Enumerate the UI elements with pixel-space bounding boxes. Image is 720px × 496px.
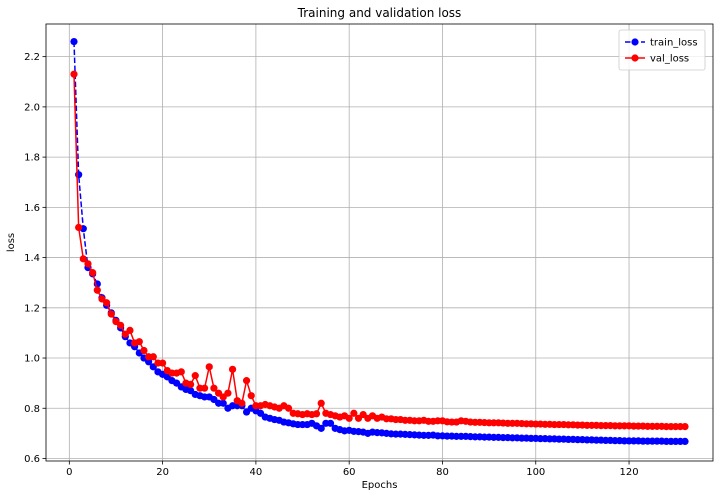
data-point-val_loss [350,409,358,417]
data-point-val_loss [75,223,83,232]
x-tick-label: 60 [343,467,356,478]
data-point-val_loss [107,310,115,318]
legend-entries: train_loss val_loss [625,38,698,65]
y-tick-label: 2.2 [24,52,40,63]
data-point-train_loss [681,437,689,446]
chart-title: Training and validation loss [297,6,462,20]
x-tick-label: 40 [250,467,263,478]
data-point-val_loss [247,392,255,400]
series-layer [70,37,689,446]
y-axis-label: loss [6,233,17,252]
data-point-val_loss [284,404,293,412]
legend-marker-train_loss [631,38,639,46]
legend-entry-train_loss: train_loss [625,38,698,49]
data-point-train_loss [219,399,227,407]
data-point-train_loss [70,37,78,46]
y-tick-label: 2.0 [24,102,40,113]
y-tick-label: 1.2 [24,303,40,314]
data-point-train_loss [75,171,83,179]
data-point-val_loss [177,368,185,376]
y-tick-label: 1.8 [24,153,40,164]
data-point-val_loss [89,269,97,277]
data-point-val_loss [84,260,92,268]
data-point-val_loss [345,414,353,422]
legend: train_loss val_loss [618,29,706,71]
series-line-train_loss [73,41,686,443]
grid [46,24,713,461]
data-point-val_loss [238,399,246,407]
y-tick-label: 0.6 [24,454,40,465]
data-point-val_loss [149,353,157,361]
data-point-val_loss [117,321,125,329]
data-point-val_loss [159,359,167,367]
x-tick-label: 20 [156,467,169,478]
data-point-val_loss [224,389,232,397]
data-point-val_loss [200,384,209,392]
data-point-val_loss [242,377,251,385]
x-tick-label: 100 [526,467,545,478]
series-val_loss [70,70,689,431]
legend-label: train_loss [650,38,698,49]
data-point-val_loss [103,299,111,307]
data-point-train_loss [326,419,335,427]
data-point-train_loss [145,358,153,366]
legend-label: val_loss [650,54,689,65]
legend-entry-val_loss: val_loss [625,54,689,65]
data-point-val_loss [191,372,199,380]
axis-ticks: 0 20 40 60 80 100 120 0.6 0.8 1.0 1.2 1.4 1.6 1.8 2.0 2… [24,52,638,478]
legend-box [618,29,706,71]
y-tick-label: 0.8 [24,404,40,415]
data-point-val_loss [140,346,148,355]
data-point-val_loss [210,384,218,392]
data-point-val_loss [93,286,101,294]
data-point-val_loss [126,326,134,334]
plot-frame [45,23,714,462]
data-point-val_loss [681,422,689,431]
data-point-val_loss [186,380,195,388]
y-tick-label: 1.0 [24,354,40,365]
data-point-val_loss [79,255,87,263]
data-point-val_loss [312,410,321,418]
y-tick-label: 1.6 [24,203,40,214]
data-point-val_loss [70,70,78,78]
data-point-val_loss [205,363,213,371]
data-point-val_loss [135,338,143,346]
data-point-train_loss [317,424,325,432]
data-point-val_loss [228,365,237,373]
x-axis-label: Epochs [362,480,398,491]
x-tick-label: 80 [436,467,449,478]
x-tick-label: 0 [66,467,72,478]
series-train_loss [70,37,689,446]
data-point-val_loss [317,399,325,407]
legend-marker-val_loss [631,54,639,62]
y-tick-label: 1.4 [24,253,40,264]
x-tick-label: 120 [619,467,638,478]
